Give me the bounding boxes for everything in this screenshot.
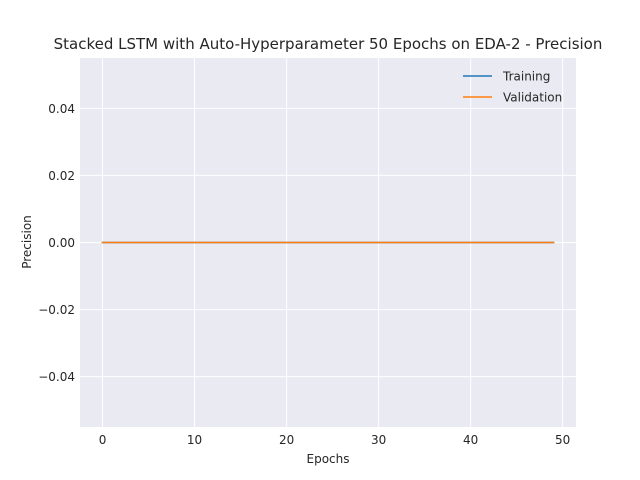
- x-tick-label: 40: [463, 433, 478, 447]
- x-tick-label: 30: [371, 433, 386, 447]
- y-tick-labels: −0.04 −0.02 0.00 0.02 0.04: [38, 102, 75, 384]
- x-tick-label: 50: [555, 433, 570, 447]
- x-tick-label: 0: [99, 433, 107, 447]
- legend-label-training: Training: [502, 70, 550, 84]
- x-tick-labels: 0 10 20 30 40 50: [99, 433, 571, 447]
- legend: Training Validation: [463, 70, 562, 105]
- x-axis-label: Epochs: [307, 452, 350, 466]
- y-tick-label: 0.04: [48, 102, 75, 116]
- y-axis-label: Precision: [20, 215, 34, 269]
- y-tick-label: 0.02: [48, 169, 75, 183]
- y-tick-label: −0.04: [38, 370, 75, 384]
- chart-title: Stacked LSTM with Auto-Hyperparameter 50…: [54, 35, 603, 53]
- x-tick-label: 10: [187, 433, 202, 447]
- legend-label-validation: Validation: [503, 91, 562, 105]
- y-tick-label: −0.02: [38, 303, 75, 317]
- x-tick-label: 20: [279, 433, 294, 447]
- y-tick-label: 0.00: [48, 236, 75, 250]
